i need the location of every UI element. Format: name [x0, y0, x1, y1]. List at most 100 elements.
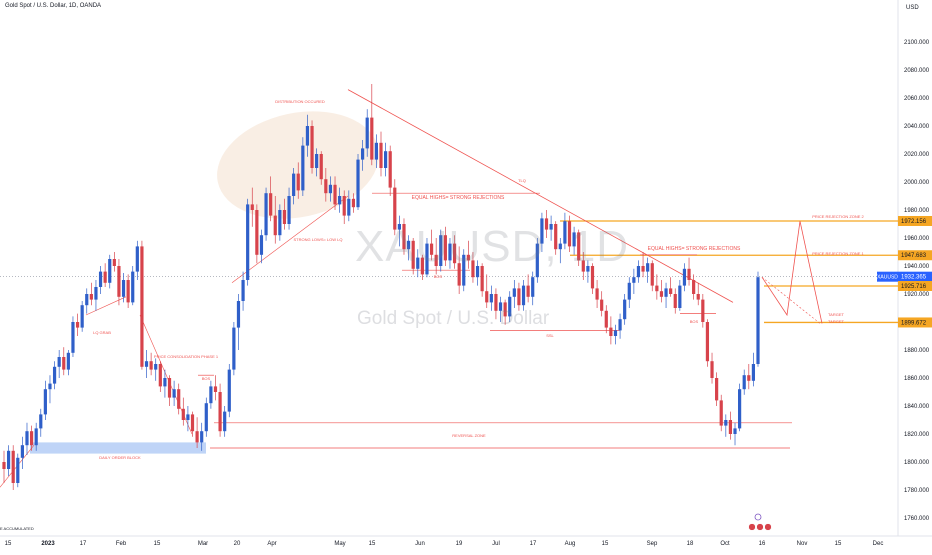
candle-body	[259, 235, 264, 255]
candle-body	[508, 296, 512, 317]
candle-body	[650, 263, 654, 286]
candle-body	[632, 277, 636, 283]
candle-body	[218, 392, 222, 432]
candle-body	[365, 117, 369, 149]
annotation-label: DISTRIBUTION OCCURED	[275, 99, 325, 104]
candle-body	[177, 389, 181, 409]
currency-label: USD	[906, 5, 919, 11]
candle-body	[673, 294, 677, 308]
candle-body	[678, 285, 682, 308]
candle-body	[39, 414, 43, 429]
candle-body	[319, 154, 323, 180]
price-tick-label: 2100.000	[904, 40, 930, 46]
candle-body	[659, 291, 664, 297]
price-tick-label: 1880.000	[904, 348, 930, 354]
candle-body	[121, 280, 126, 297]
price-tick-label: 2000.000	[904, 180, 930, 186]
time-tick-label: Jun	[415, 541, 425, 547]
candle-body	[425, 243, 429, 275]
candle-body	[687, 268, 691, 280]
annotation-label: TLQ	[518, 178, 526, 183]
candle-body	[503, 302, 507, 317]
candle-body	[411, 240, 415, 269]
candle-body	[544, 218, 549, 230]
candle-body	[586, 266, 590, 272]
candle-body	[489, 294, 493, 303]
candle-body	[370, 117, 374, 160]
candle-body	[80, 305, 84, 328]
footer-note: E ACCUMULATED	[0, 526, 34, 531]
annotation-label: DAILY ORDER BLOCK	[99, 455, 141, 460]
candle-body	[429, 243, 434, 255]
candle-body	[701, 299, 705, 322]
candle-body	[223, 411, 227, 432]
annotation-label: PRICE CONSOLIDATION PHASE 1	[154, 354, 219, 359]
candle-body	[6, 450, 11, 469]
time-tick-label: 19	[456, 541, 463, 547]
candle-body	[452, 243, 457, 264]
price-tick-label: 1960.000	[904, 236, 930, 242]
candle-body	[135, 246, 139, 272]
price-tick-label: 1980.000	[904, 208, 930, 214]
candle-body	[163, 378, 167, 387]
candle-body	[623, 299, 627, 320]
watermark-description: Gold Spot / U.S. Dollar	[357, 308, 550, 329]
candle-body	[126, 280, 130, 303]
price-tick-label: 1840.000	[904, 404, 930, 410]
zone-price-tag	[898, 280, 932, 291]
candle-body	[186, 414, 190, 420]
flag-event-icon	[748, 523, 756, 531]
candle-body	[20, 445, 24, 458]
candle-body	[747, 375, 751, 381]
annotation-label: SSL	[546, 333, 554, 338]
candle-body	[131, 271, 135, 303]
candle-body	[572, 232, 576, 247]
time-tick-label: 15	[154, 541, 161, 547]
candle-body	[43, 389, 47, 415]
candle-body	[255, 210, 259, 255]
symbol-tag-label: XAUUSD	[877, 275, 898, 281]
annotation-label: STRONG LOWS= LOW LQ	[293, 237, 342, 242]
candle-body	[420, 257, 424, 275]
annotation-label: PRICE REJECTION ZONE 1	[812, 251, 864, 256]
price-tick-label: 2080.000	[904, 68, 930, 74]
annotation-label: EQUAL HIGHS= STRONG REJECTIONS	[648, 246, 741, 252]
candle-body	[103, 271, 107, 283]
candle-body	[66, 352, 70, 370]
candle-body	[549, 224, 553, 230]
annotation-label: BOS	[690, 319, 699, 324]
candle-body	[751, 364, 756, 381]
candle-body	[728, 420, 733, 434]
annotation-label: BOS	[202, 376, 211, 381]
candle-body	[664, 288, 668, 297]
candle-body	[94, 287, 98, 300]
price-tick-label: 2040.000	[904, 124, 930, 130]
candle-body	[705, 322, 710, 362]
candle-body	[402, 224, 406, 250]
candle-body	[213, 386, 218, 392]
time-tick-label: 16	[759, 541, 766, 547]
candle-body	[512, 288, 516, 297]
candle-body	[581, 260, 585, 272]
price-tick-label: 2020.000	[904, 152, 930, 158]
candle-body	[273, 215, 277, 236]
candle-body	[710, 361, 714, 378]
candle-body	[406, 240, 411, 250]
candle-body	[98, 271, 103, 287]
candle-body	[535, 243, 539, 278]
time-tick-label: 17	[530, 541, 537, 547]
zone-price-tag-label: 1947.683	[901, 253, 927, 259]
candle-body	[590, 266, 595, 289]
candle-body	[756, 277, 760, 364]
candle-body	[361, 148, 365, 160]
candle-body	[108, 259, 112, 283]
candle-body	[558, 243, 562, 250]
price-tick-label: 1760.000	[904, 516, 930, 522]
candle-body	[158, 364, 162, 387]
candle-body	[655, 285, 659, 292]
candle-body	[181, 408, 185, 420]
candle-body	[232, 327, 236, 370]
annotation-label: TARGET	[828, 319, 844, 324]
